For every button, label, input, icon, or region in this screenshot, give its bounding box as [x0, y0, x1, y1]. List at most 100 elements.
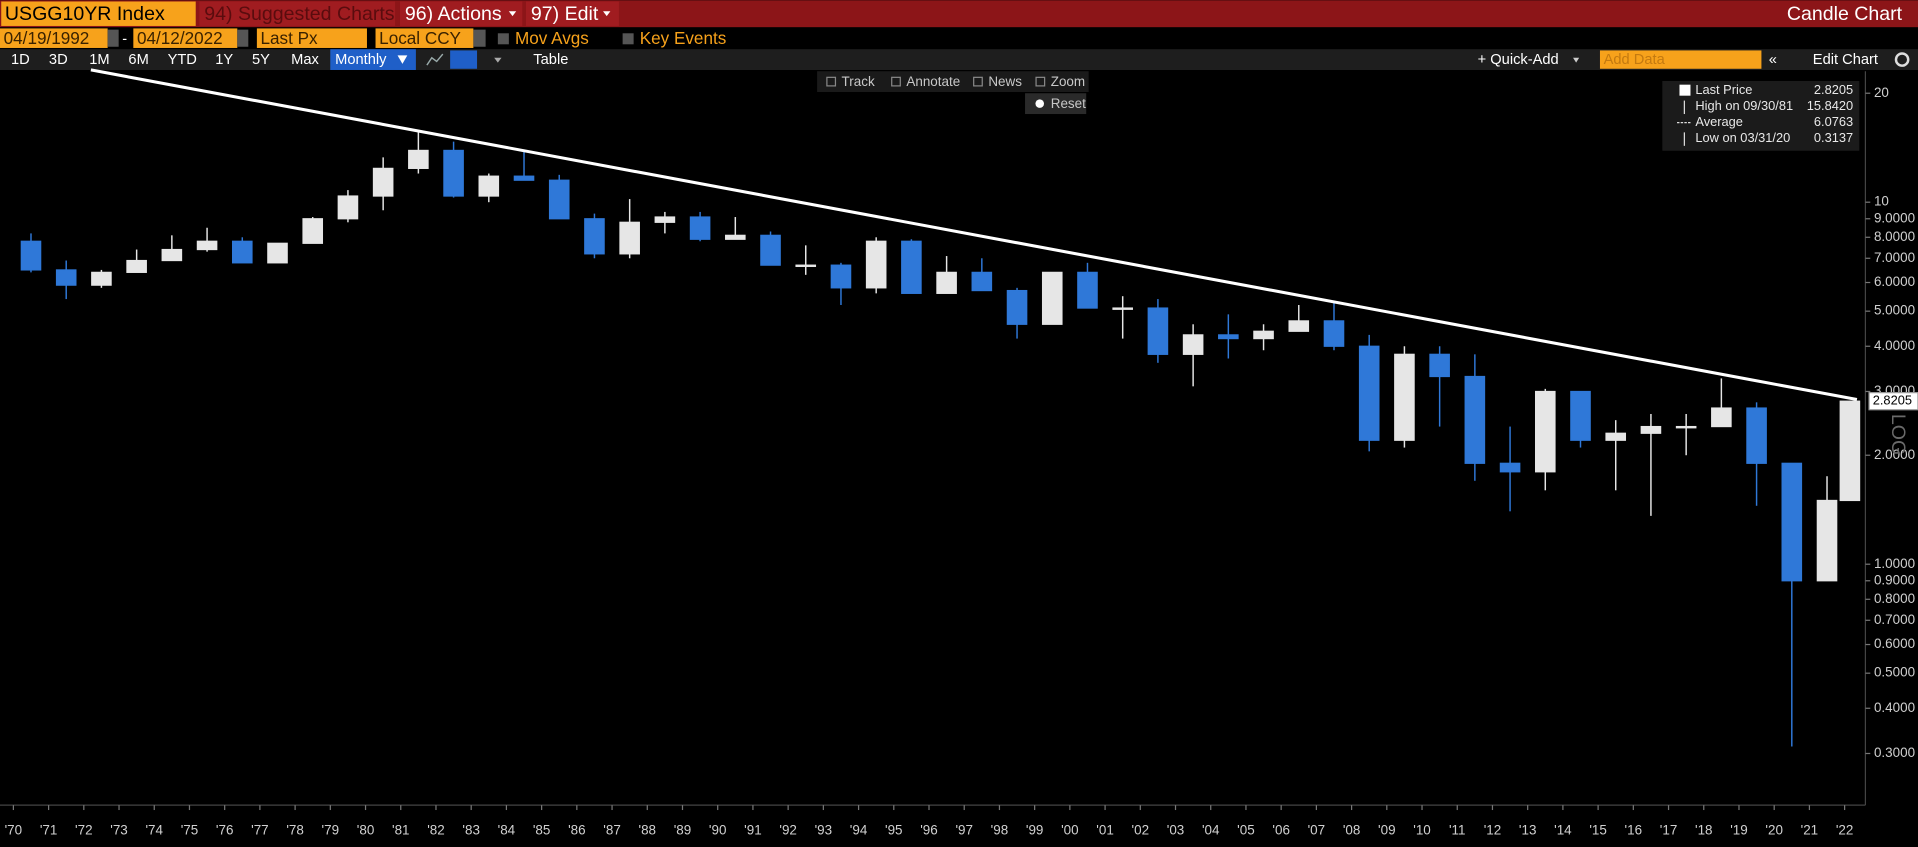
table-button[interactable]: Table [533, 52, 568, 68]
dropdown-arrow [603, 11, 611, 17]
line-icon[interactable] [426, 53, 444, 66]
calendar-icon[interactable] [237, 29, 249, 47]
period-button[interactable]: YTD [168, 52, 197, 68]
period-button[interactable]: 1Y [215, 52, 233, 68]
scale-label: LOG [1887, 414, 1909, 455]
candle-body [654, 216, 676, 223]
legend-value: 2.8205 [1814, 82, 1853, 97]
x-tick-label: '77 [251, 822, 269, 837]
x-tick-label: '75 [181, 822, 199, 837]
legend-name: Last Price [1695, 82, 1752, 97]
x-tick-label: '76 [216, 822, 234, 837]
calendar-icon[interactable] [107, 29, 119, 47]
x-tick-label: '18 [1695, 822, 1713, 837]
x-tick-label: '93 [815, 822, 833, 837]
period-bar [0, 49, 1918, 70]
y-tick-label: 6.0000 [1874, 274, 1915, 289]
candle-body [1253, 330, 1274, 340]
x-tick-label: '91 [744, 822, 762, 837]
x-tick-label: '03 [1167, 822, 1185, 837]
candle-body [1816, 499, 1838, 582]
x-tick-label: '09 [1378, 822, 1396, 837]
x-tick-label: '06 [1272, 822, 1290, 837]
edit-button[interactable] [525, 1, 619, 26]
reset-button[interactable] [1025, 93, 1087, 115]
x-tick-label: '80 [357, 822, 375, 837]
candle-body [1464, 375, 1486, 464]
period-button[interactable]: Max [291, 52, 319, 68]
reset-icon [1035, 99, 1045, 108]
x-tick-label: '94 [850, 822, 868, 837]
y-tick-label: 0.8000 [1874, 591, 1915, 606]
period-buttons: 1D 3D 1M 6M YTD 1Y 5Y Max [11, 52, 319, 68]
candle-body [1675, 425, 1697, 429]
candle-body [1147, 307, 1169, 355]
y-tick-label: 20 [1874, 85, 1889, 100]
x-tick-label: '81 [392, 822, 410, 837]
settings-icon[interactable] [1894, 52, 1910, 67]
actions-button[interactable] [399, 1, 523, 26]
y-tick-label: 2.0000 [1874, 447, 1915, 462]
legend-value: 0.3137 [1814, 130, 1853, 145]
dropdown-arrow [494, 57, 502, 63]
period-button[interactable]: 6M [128, 52, 148, 68]
edit-chart[interactable]: Edit Chart [1813, 52, 1878, 68]
key-events: Key Events [640, 29, 727, 48]
y-tick-label: 0.9000 [1874, 572, 1915, 587]
x-tick-label: '86 [568, 822, 586, 837]
x-tick-label: '17 [1660, 822, 1678, 837]
x-tick-label: '11 [1449, 822, 1466, 837]
candle-body [830, 264, 852, 289]
suggested-button[interactable] [199, 1, 396, 26]
x-tick-label: '84 [498, 822, 516, 837]
chart-tool[interactable]: Zoom [1051, 74, 1085, 89]
dropdown[interactable] [473, 29, 486, 47]
chart-tools-bar [817, 71, 1089, 93]
candle-body [1077, 271, 1098, 309]
candle-body [865, 240, 887, 289]
y-tick-label: 10 [1874, 194, 1889, 209]
chart-tool[interactable]: Annotate [906, 74, 960, 89]
chart-kind: Candle Chart [1787, 3, 1903, 25]
candle-body [795, 264, 817, 267]
candle-body [55, 269, 77, 286]
collapse-icon[interactable]: « [1769, 52, 1777, 68]
start-date-box[interactable] [0, 28, 108, 48]
x-tick-label: '71 [40, 822, 58, 837]
candle-body [584, 218, 605, 255]
period-button[interactable]: 1D [11, 52, 30, 68]
end-date: 04/12/2022 [137, 29, 223, 48]
frequency-button[interactable] [330, 49, 416, 70]
x-tick-label: '72 [75, 822, 93, 837]
candle-body [1711, 407, 1732, 428]
mov-avgs: Mov Avgs [515, 29, 589, 48]
candle-body [1323, 320, 1345, 347]
field: Last Px [261, 29, 319, 48]
tool-icon [1035, 76, 1046, 87]
currency: Local CCY [379, 29, 461, 48]
period-button[interactable]: 3D [49, 52, 68, 68]
chart-tool[interactable]: Track [842, 74, 875, 89]
candle-body [126, 259, 147, 273]
plot-area: 20 109.0000 8.0000 7.0000 6.0000 5.0000 4.0000… [5, 68, 1918, 837]
checkbox[interactable] [622, 33, 634, 45]
x-tick-label: '78 [286, 822, 304, 837]
end-date-box[interactable] [133, 28, 238, 48]
candle-icon[interactable] [450, 50, 478, 69]
x-tick-label: '90 [709, 822, 727, 837]
quick-add[interactable]: + Quick-Add [1478, 52, 1559, 68]
chart-tool[interactable]: News [988, 74, 1022, 89]
currency-box[interactable] [375, 28, 474, 48]
candle-body [901, 240, 922, 294]
frequency: Monthly [335, 52, 387, 68]
x-tick-label: '21 [1801, 822, 1819, 837]
ticker-box[interactable] [1, 1, 196, 26]
period-button[interactable]: 5Y [252, 52, 270, 68]
period-button[interactable]: 1M [89, 52, 109, 68]
add-data-box[interactable] [1599, 50, 1762, 69]
dropdown-arrow [397, 55, 408, 64]
checkbox[interactable] [497, 33, 509, 45]
field-box[interactable] [256, 28, 367, 48]
